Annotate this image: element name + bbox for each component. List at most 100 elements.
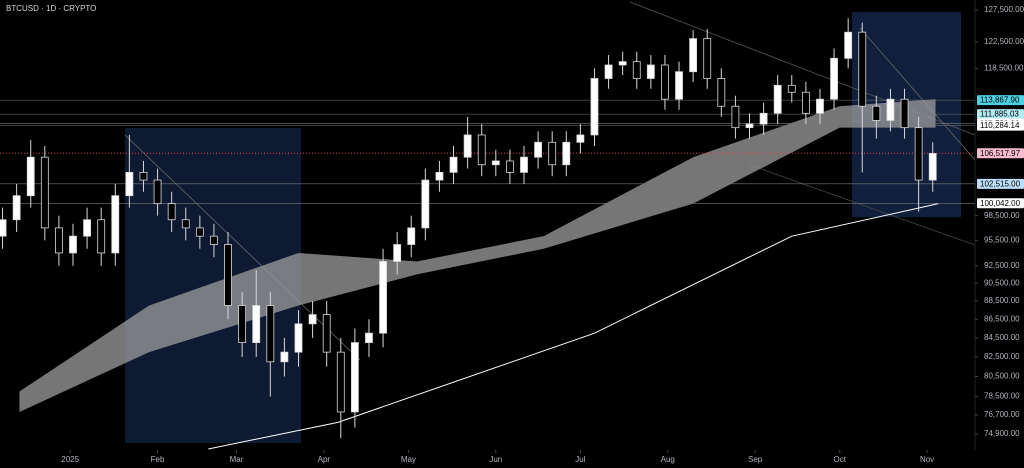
candle-body: [12, 195, 21, 221]
x-tick-label: Jun: [489, 455, 502, 464]
y-tick-label: 88,500.00: [984, 296, 1020, 305]
level-label: 100,042.00: [980, 199, 1021, 208]
candle-body: [97, 219, 106, 254]
candle-body: [139, 171, 148, 181]
y-tick-label: 86,500.00: [984, 314, 1020, 323]
candle-body: [661, 64, 669, 100]
x-tick-label: Nov: [920, 455, 934, 464]
candle-body: [379, 261, 387, 334]
x-tick-label: 2025: [61, 455, 79, 464]
y-tick-label: 84,500.00: [984, 333, 1020, 342]
y-tick-label: 122,500.00: [984, 37, 1024, 46]
candle-body: [449, 156, 458, 173]
candle-body: [435, 171, 444, 181]
level-label: 113,867.90: [980, 96, 1020, 105]
y-tick-label: 98,500.00: [984, 211, 1020, 220]
level-label: 111,885.03: [980, 110, 1019, 119]
y-tick-label: 92,500.00: [984, 261, 1020, 270]
candle-body: [928, 153, 937, 181]
candle-body: [801, 91, 810, 114]
candle-body: [83, 219, 91, 237]
chart-title: BTCUSD · 1D · CRYPTO: [6, 4, 96, 13]
candle-body: [125, 171, 134, 197]
candle-body: [195, 227, 204, 237]
candle-body: [830, 57, 838, 100]
candle-body: [463, 134, 472, 158]
level-label: 106,517.97: [980, 149, 1021, 158]
y-tick-label: 76,700.00: [984, 410, 1020, 419]
trend-line: [749, 164, 976, 246]
y-tick-label: 90,500.00: [984, 278, 1020, 287]
candle-body: [40, 156, 49, 229]
candle-body: [308, 314, 317, 325]
candle-body: [900, 98, 909, 129]
y-tick-label: 80,500.00: [984, 372, 1020, 381]
y-tick-label: 74,900.00: [984, 429, 1020, 438]
candle-body: [858, 31, 867, 107]
candle-body: [590, 78, 599, 136]
x-tick-label: Mar: [230, 455, 244, 464]
trend-line: [124, 134, 361, 361]
candle-body: [773, 84, 782, 114]
candle-body: [238, 305, 247, 343]
candle-body: [632, 61, 641, 79]
candle-body: [914, 127, 923, 181]
candle-body: [491, 160, 500, 166]
candle-body: [886, 98, 895, 121]
candle-body: [562, 141, 571, 166]
candle-body: [266, 305, 275, 363]
candle-body: [689, 38, 698, 73]
candle-body: [111, 195, 120, 254]
candle-body: [224, 244, 232, 306]
candle-body: [26, 156, 35, 197]
ribbon: [19, 99, 936, 412]
candle-body: [731, 105, 740, 129]
candle-body: [252, 305, 261, 343]
x-tick-label: Oct: [833, 455, 846, 464]
level-label: 102,515.00: [980, 179, 1021, 188]
candle-body: [844, 31, 853, 59]
candle-body: [759, 112, 768, 125]
candle-body: [407, 227, 416, 245]
candle-body: [576, 134, 585, 143]
candle-body: [336, 351, 345, 413]
candle-body: [604, 64, 613, 79]
candle-body: [520, 156, 528, 173]
candle-body: [717, 78, 726, 107]
candle-body: [167, 203, 176, 221]
candle-body: [745, 123, 754, 129]
moving-average: [208, 203, 939, 450]
x-tick-label: Apr: [318, 455, 331, 464]
x-tick-label: Jul: [575, 455, 585, 464]
x-tick-label: Feb: [151, 455, 165, 464]
y-tick-label: 78,500.00: [984, 392, 1020, 401]
candle-body: [816, 98, 824, 114]
candle-body: [646, 64, 655, 79]
candle-body: [548, 141, 557, 166]
candle-body: [322, 314, 331, 353]
x-tick-label: Aug: [661, 455, 675, 464]
candle-body: [55, 227, 63, 254]
candle-body: [675, 71, 683, 100]
trend-line: [859, 27, 976, 161]
level-label-bg: [977, 95, 1024, 106]
y-tick-label: 118,500.00: [984, 63, 1024, 72]
candle-body: [872, 105, 881, 121]
candle-body: [0, 219, 7, 237]
candle-body: [618, 61, 627, 66]
level-label-bg: [977, 198, 1024, 209]
level-label: 110,284.14: [980, 121, 1020, 130]
level-label-bg: [977, 178, 1024, 189]
candle-body: [294, 323, 303, 353]
candle-body: [534, 141, 542, 158]
level-label-bg: [977, 148, 1024, 159]
candle-body: [787, 84, 796, 93]
candle-body: [280, 351, 289, 363]
y-tick-label: 127,500.00: [984, 5, 1024, 14]
candle-body: [365, 332, 373, 343]
level-label-bg: [977, 109, 1024, 120]
y-tick-label: 82,500.00: [984, 352, 1020, 361]
candle-body: [350, 342, 359, 413]
